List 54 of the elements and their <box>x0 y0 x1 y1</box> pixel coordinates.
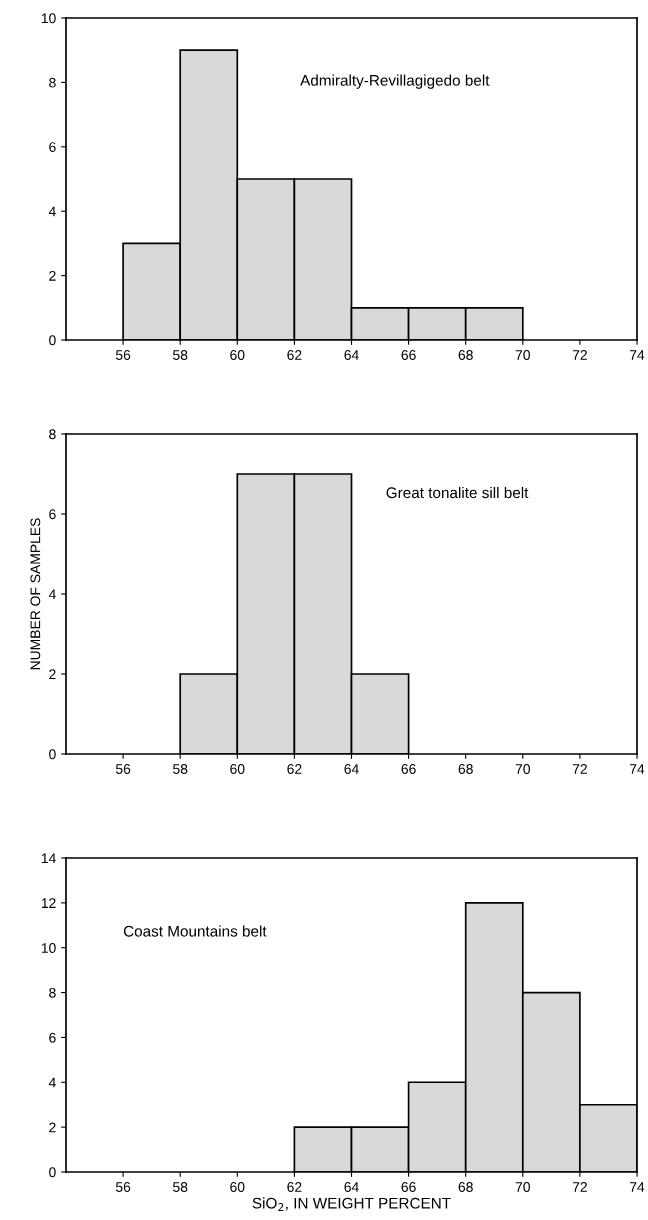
y-tick-label: 10 <box>41 13 56 24</box>
y-tick-label: 6 <box>49 142 56 152</box>
annotation: Admiralty-Revillagigedo belt <box>300 74 490 89</box>
y-tick-label: 0 <box>49 1167 56 1178</box>
x-tick-label: 68 <box>458 350 473 360</box>
y-tick-label: 4 <box>48 1077 56 1088</box>
x-tick-label: 66 <box>401 764 416 774</box>
x-tick-label: 60 <box>230 350 245 360</box>
y-tick-label: 14 <box>41 853 56 864</box>
y-tick-label: 4 <box>48 589 56 600</box>
x-tick-label: 68 <box>458 1182 473 1192</box>
x-tick-label: 62 <box>287 1182 302 1192</box>
y-tick-label: 2 <box>49 669 56 680</box>
y-tick-label: 8 <box>49 77 56 88</box>
x-tick-label: 74 <box>629 1182 645 1192</box>
x-tick-label: 74 <box>629 350 645 360</box>
y-tick-label: 2 <box>49 270 56 281</box>
x-tick-label: 66 <box>401 1182 416 1192</box>
x-tick-label: 56 <box>115 350 131 360</box>
x-tick-label: 56 <box>115 1182 131 1192</box>
y-tick-label: 8 <box>49 429 56 440</box>
x-tick-label: 72 <box>572 350 587 360</box>
x-tick-label: 60 <box>230 764 245 774</box>
x-tick-label: 70 <box>515 350 530 360</box>
y-tick-label: 0 <box>49 335 56 346</box>
x-tick-label: 62 <box>287 764 302 774</box>
x-tick-label: 74 <box>629 764 645 774</box>
x-tick-label: 64 <box>344 764 359 774</box>
x-tick-label: 58 <box>173 350 188 360</box>
x-tick-label: 70 <box>515 1182 530 1192</box>
x-tick-label: 62 <box>287 350 302 360</box>
x-tick-label: 72 <box>572 764 587 774</box>
x-tick-label: 66 <box>401 350 416 360</box>
x-tick-label: 64 <box>344 1182 359 1192</box>
x-tick-label: 72 <box>572 1182 587 1192</box>
y-tick-label: 4 <box>48 206 56 217</box>
y-tick-label: 8 <box>49 987 56 998</box>
x-tick-label: 58 <box>173 1182 188 1192</box>
x-tick-label: 64 <box>344 350 359 360</box>
y-tick-label: 6 <box>49 1032 56 1043</box>
x-tick-label: 60 <box>230 1182 245 1192</box>
x-tick-label: 68 <box>458 764 473 774</box>
x-tick-label: 56 <box>115 764 131 774</box>
y-tick-label: 2 <box>49 1122 56 1133</box>
y-tick-label: 6 <box>49 509 56 520</box>
annotation: Coast Mountains belt <box>123 925 267 937</box>
x-tick-label: 70 <box>515 764 530 774</box>
x-tick-label: 58 <box>173 764 188 774</box>
x-axis-title: SiO$_{2}$, IN WEIGHT PERCENT <box>252 1197 451 1211</box>
annotation: Great tonalite sill belt <box>386 486 529 499</box>
y-tick-label: 12 <box>41 898 56 908</box>
y-axis-title: NUMBER OF SAMPLES <box>30 518 41 670</box>
y-tick-label: 10 <box>41 943 56 953</box>
y-tick-label: 0 <box>49 749 56 760</box>
